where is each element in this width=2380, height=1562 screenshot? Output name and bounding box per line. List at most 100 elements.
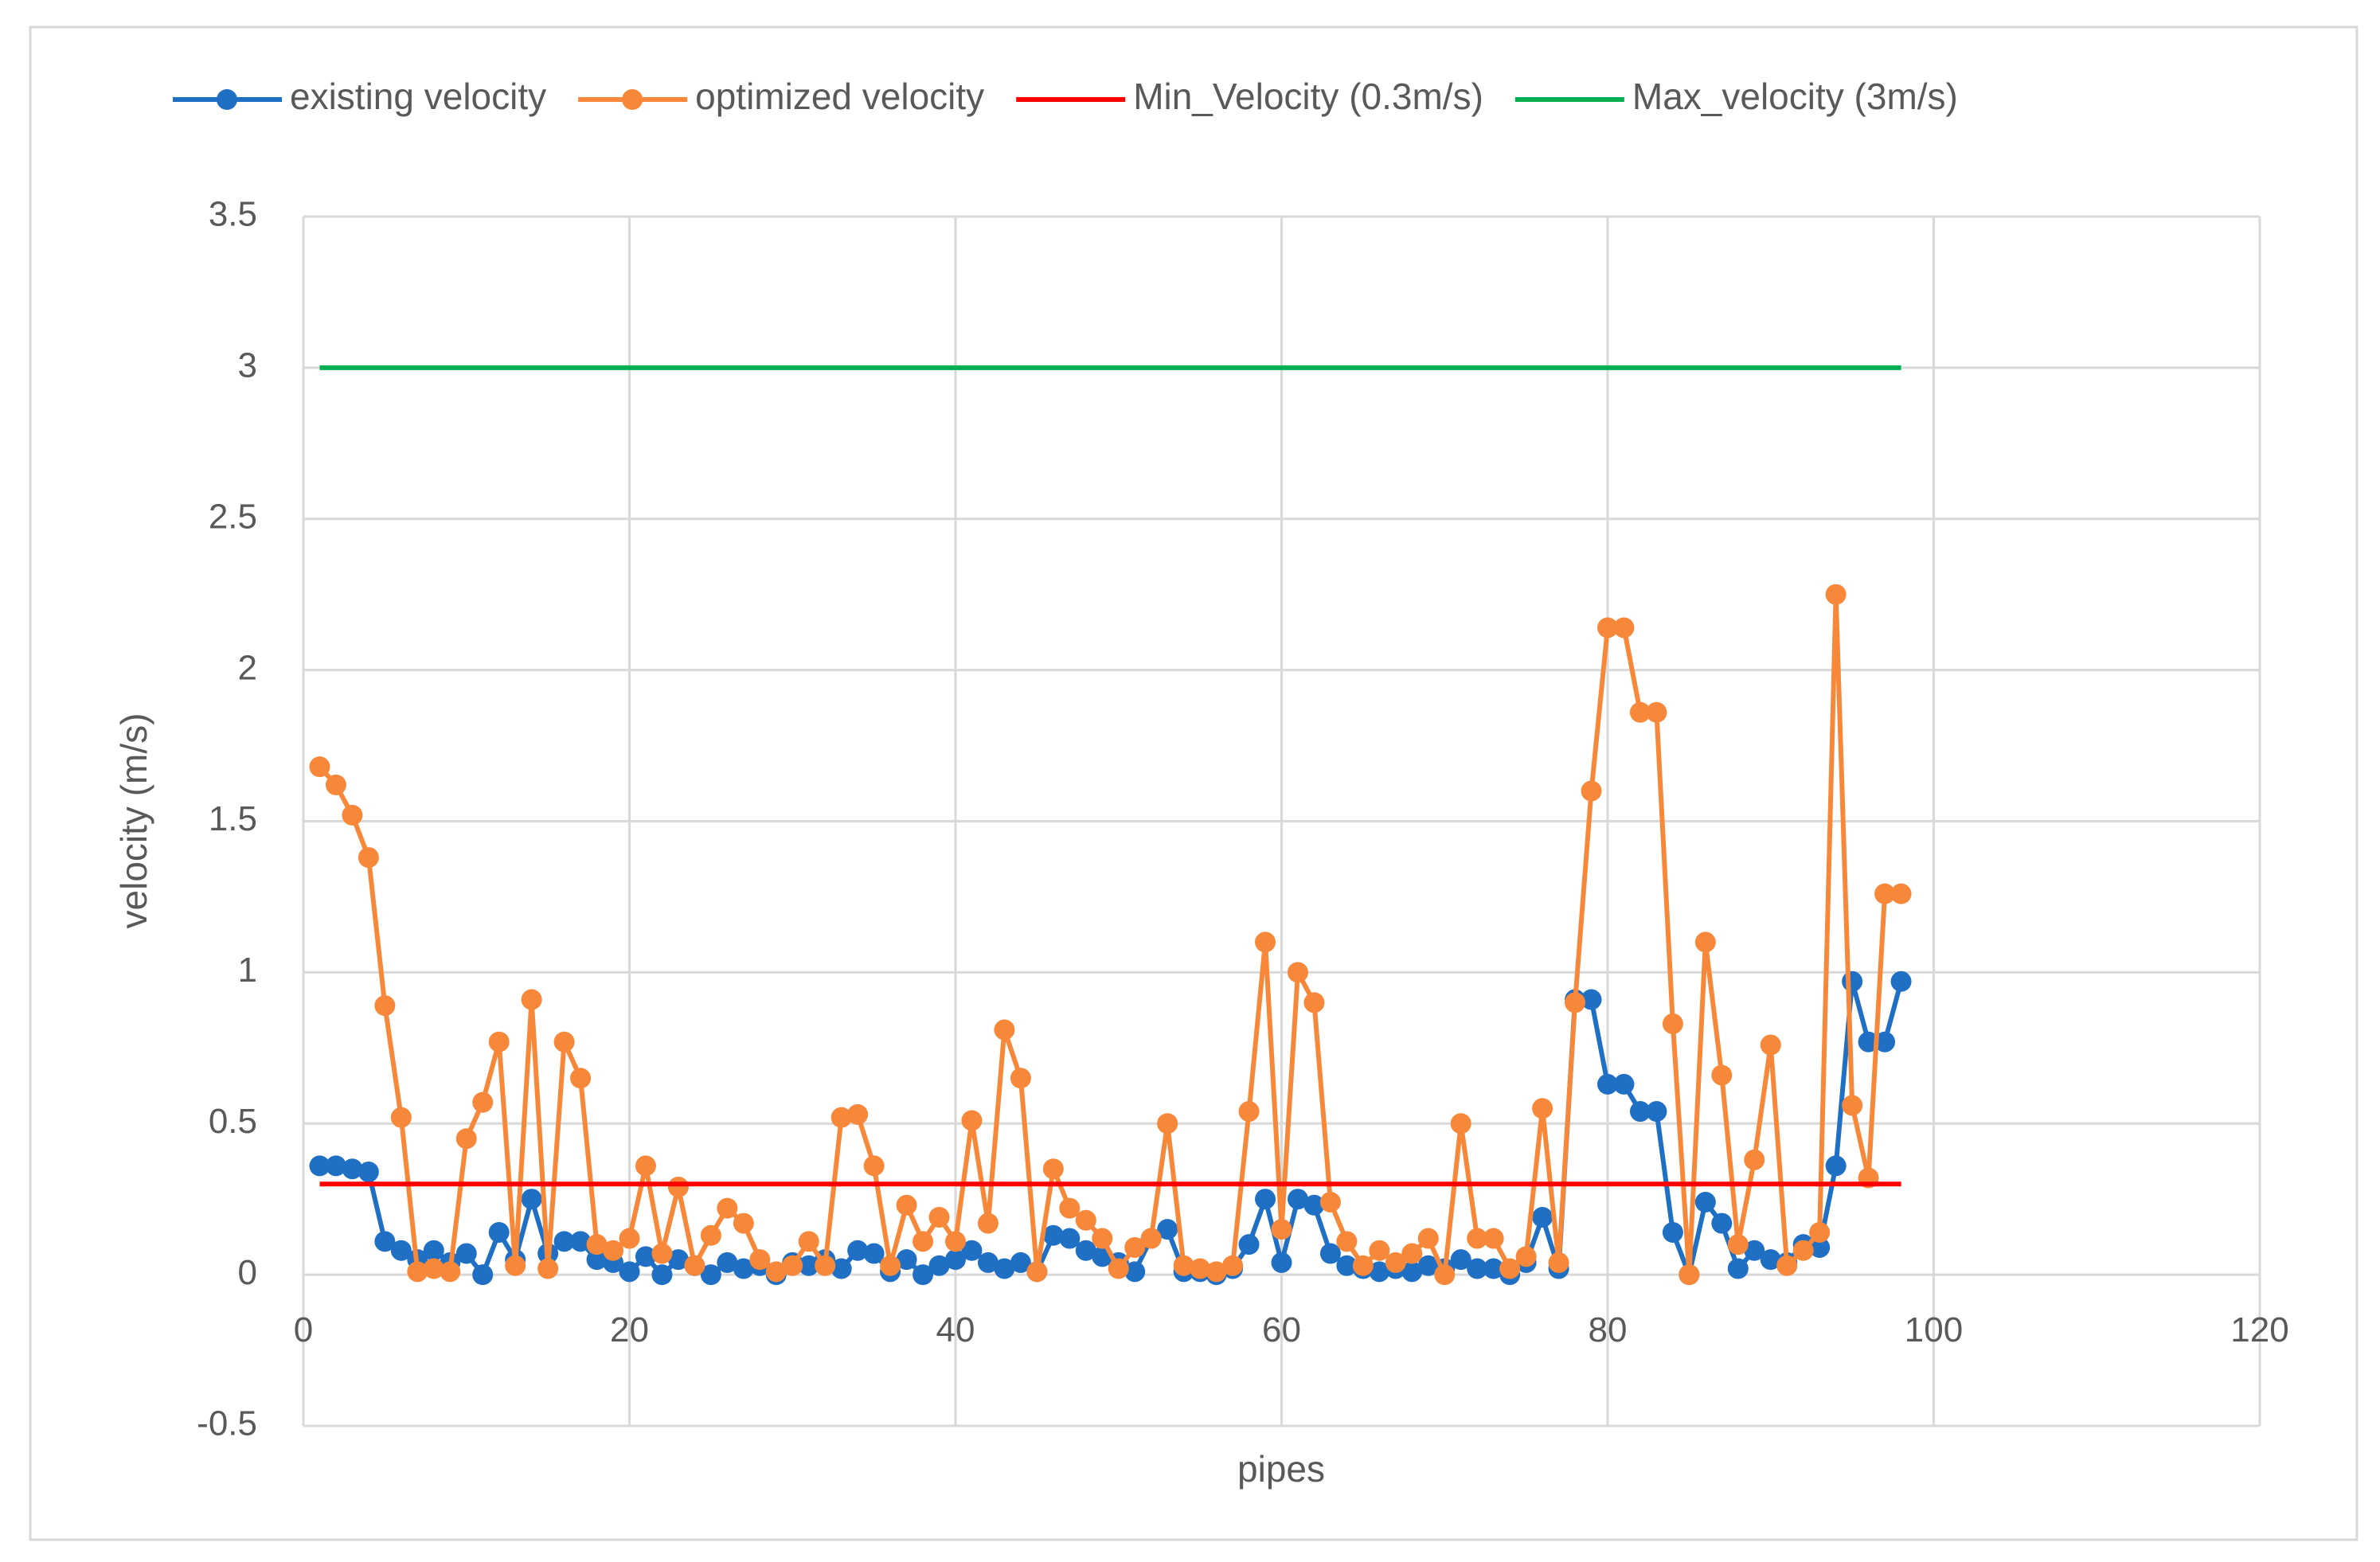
data-point [1581, 989, 1602, 1010]
data-point [1679, 1264, 1700, 1286]
data-point [1303, 992, 1325, 1013]
data-point [1336, 1255, 1358, 1276]
data-point [1417, 1228, 1439, 1249]
data-point [733, 1258, 754, 1279]
data-point [1565, 992, 1586, 1013]
series-line [318, 592, 1901, 1278]
data-point [1140, 1228, 1162, 1249]
data-point [977, 1213, 999, 1234]
data-point [521, 1189, 542, 1210]
y-tick-label: 0.5 [209, 1102, 257, 1141]
data-point [553, 1031, 575, 1052]
data-point [619, 1261, 640, 1283]
data-point [1303, 1194, 1325, 1216]
data-point [537, 1258, 559, 1279]
data-point [1026, 1261, 1048, 1283]
data-point [1694, 1191, 1716, 1213]
data-point [570, 1231, 592, 1252]
legend-label: Min_Velocity (0.3m/s) [1133, 76, 1483, 117]
data-point [1450, 1249, 1471, 1271]
data-point [700, 1264, 721, 1286]
data-point [1255, 931, 1276, 953]
data-point [1711, 1064, 1733, 1086]
data-point [1760, 1249, 1781, 1271]
data-point [749, 1249, 771, 1271]
data-point [1450, 1113, 1471, 1134]
data-point [488, 1031, 510, 1052]
data-point [880, 1255, 901, 1276]
data-point [1434, 1264, 1456, 1286]
data-point [1287, 962, 1308, 983]
data-point [1629, 701, 1651, 723]
data-point [1483, 1228, 1504, 1249]
data-point [570, 1068, 592, 1089]
data-point [1369, 1240, 1390, 1261]
data-point [553, 1231, 575, 1252]
data-point [1646, 1101, 1667, 1123]
data-point [1890, 883, 1912, 904]
data-point [847, 1103, 869, 1125]
data-point [1417, 1255, 1439, 1276]
data-point [1727, 1258, 1749, 1279]
data-point [1157, 1219, 1178, 1240]
data-point [455, 1243, 477, 1264]
data-point [1842, 1095, 1863, 1116]
data-point [765, 1261, 787, 1283]
data-point [1532, 1206, 1553, 1228]
y-tick-label: 2.5 [209, 497, 257, 536]
data-point [700, 1224, 721, 1246]
data-point [961, 1240, 983, 1261]
data-point [1483, 1258, 1504, 1279]
data-point [651, 1243, 673, 1264]
data-point [1401, 1243, 1423, 1264]
data-point [1271, 1219, 1292, 1240]
data-point [325, 774, 346, 795]
data-point [1238, 1234, 1260, 1255]
data-point [358, 1162, 379, 1183]
data-point [913, 1231, 934, 1252]
data-point [913, 1264, 934, 1286]
data-point [309, 756, 330, 778]
data-point [1825, 1155, 1847, 1177]
data-point [1629, 1101, 1651, 1123]
data-point [1694, 931, 1716, 953]
data-point [1874, 1031, 1896, 1052]
data-point [1727, 1234, 1749, 1255]
data-point [374, 1231, 396, 1252]
data-point [1760, 1034, 1781, 1056]
y-axis-label: velocity (m/s) [113, 713, 154, 929]
data-point [667, 1249, 689, 1271]
data-point [635, 1246, 656, 1267]
data-point [488, 1221, 510, 1243]
data-point [1597, 1073, 1618, 1095]
data-point [1319, 1191, 1341, 1213]
data-point [961, 1110, 983, 1131]
data-point [374, 995, 396, 1017]
data-point [1238, 1101, 1260, 1123]
legend-label: optimized velocity [695, 76, 984, 117]
data-point [977, 1252, 999, 1273]
data-point [1744, 1149, 1765, 1170]
data-point [1646, 701, 1667, 723]
data-point [667, 1176, 689, 1197]
data-point [1190, 1258, 1211, 1279]
x-tick-label: 80 [1589, 1310, 1628, 1349]
legend-marker [622, 89, 643, 110]
data-point [1385, 1252, 1406, 1273]
data-point [1776, 1255, 1798, 1276]
data-point [455, 1128, 477, 1150]
data-point [1662, 1221, 1683, 1243]
data-point [1809, 1221, 1831, 1243]
x-tick-label: 40 [936, 1310, 975, 1349]
data-point [1059, 1228, 1081, 1249]
y-tick-label: -0.5 [197, 1404, 257, 1443]
data-point [1597, 617, 1618, 638]
data-point [1711, 1213, 1733, 1234]
data-point [1842, 970, 1863, 992]
data-point [342, 804, 363, 826]
data-point [1336, 1231, 1358, 1252]
data-point [928, 1255, 950, 1276]
data-point [1548, 1252, 1569, 1273]
data-point [815, 1255, 836, 1276]
